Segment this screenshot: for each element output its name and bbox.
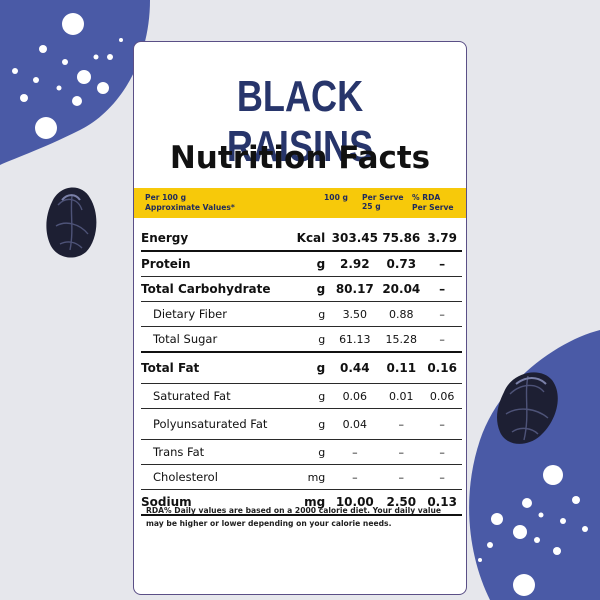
table-row: Protein g 2.92 0.73 – [141, 251, 462, 277]
value-per-serve: 2.50 [380, 489, 423, 516]
nutrient-name: Trans Fat [141, 439, 294, 465]
table-row: Sodium mg 10.00 2.50 0.13 [141, 489, 462, 516]
nutrient-name: Saturated Fat [141, 383, 294, 409]
value-rda: 0.13 [422, 489, 462, 516]
value-100g: 2.92 [329, 251, 381, 277]
nutrient-unit: g [293, 301, 330, 327]
nutrient-unit: Kcal [293, 226, 330, 252]
value-100g: 303.45 [329, 226, 381, 252]
value-per-serve: 0.11 [380, 352, 423, 384]
table-row: Total Sugar g 61.13 15.28 – [141, 326, 462, 353]
nutrient-name: Total Fat [141, 352, 294, 384]
table-header: Per 100 g Approximate Values* 100 g Per … [134, 188, 466, 218]
header-100g: 100 g [324, 193, 348, 202]
nutrient-name: Cholesterol [141, 464, 294, 490]
value-per-serve: 0.01 [380, 383, 423, 409]
nutrient-unit: g [293, 439, 330, 465]
value-rda: – [422, 408, 462, 440]
table-row: Trans Fat g – – – [141, 439, 462, 465]
nutrient-name: Energy [141, 226, 294, 252]
value-100g: 10.00 [329, 489, 381, 516]
header-serve-size: 25 g [362, 202, 381, 211]
value-rda: 0.16 [422, 352, 462, 384]
table-row: Cholesterol mg – – – [141, 464, 462, 490]
nutrient-name: Total Sugar [141, 326, 294, 353]
bubbles-top-left [12, 13, 123, 139]
value-rda: – [422, 276, 462, 302]
nutrient-unit: g [293, 251, 330, 277]
product-title: BLACK RAISINS [226, 72, 374, 171]
value-100g: 0.44 [329, 352, 381, 384]
nutrient-unit: mg [293, 464, 330, 490]
nutrient-name: Protein [141, 251, 294, 277]
nutrient-unit: g [293, 352, 330, 384]
value-per-serve: 0.73 [380, 251, 423, 277]
value-100g: 0.04 [329, 408, 381, 440]
value-per-serve: 15.28 [380, 326, 423, 353]
value-rda: – [422, 464, 462, 490]
table-row: Dietary Fiber g 3.50 0.88 – [141, 301, 462, 327]
table-row: Total Carbohydrate g 80.17 20.04 – [141, 276, 462, 302]
table-row: Polyunsaturated Fat g 0.04 – – [141, 408, 462, 440]
header-per-serve: Per Serve [362, 193, 404, 202]
nutrition-table: Energy Kcal 303.45 75.86 3.79 Protein g … [141, 226, 462, 516]
bottom-right-blob [469, 330, 600, 600]
table-row: Energy Kcal 303.45 75.86 3.79 [141, 226, 462, 252]
value-rda: – [422, 326, 462, 353]
header-per-100g: Per 100 g [145, 193, 187, 202]
value-per-serve: – [380, 464, 423, 490]
nutrient-unit: mg [293, 489, 330, 516]
value-per-serve: – [380, 439, 423, 465]
value-rda: – [422, 251, 462, 277]
value-100g: 80.17 [329, 276, 381, 302]
nutrient-unit: g [293, 276, 330, 302]
value-rda: – [422, 301, 462, 327]
value-100g: 61.13 [329, 326, 381, 353]
raisin-right-image [497, 372, 558, 444]
nutrient-name: Total Carbohydrate [141, 276, 294, 302]
value-100g: 3.50 [329, 301, 381, 327]
bubbles-bottom-right [478, 465, 588, 596]
value-100g: – [329, 464, 381, 490]
value-per-serve: 20.04 [380, 276, 423, 302]
value-rda: 3.79 [422, 226, 462, 252]
value-per-serve: 75.86 [380, 226, 423, 252]
header-rda-per-serve: Per Serve [412, 203, 454, 212]
value-per-serve: – [380, 408, 423, 440]
nutrient-unit: g [293, 326, 330, 353]
value-rda: – [422, 439, 462, 465]
header-approx-values: Approximate Values* [145, 203, 235, 212]
table-row: Saturated Fat g 0.06 0.01 0.06 [141, 383, 462, 409]
table-row: Total Fat g 0.44 0.11 0.16 [141, 352, 462, 384]
value-100g: – [329, 439, 381, 465]
nutrient-name: Polyunsaturated Fat [141, 408, 294, 440]
header-rda: % RDA [412, 193, 441, 202]
nutrient-unit: g [293, 383, 330, 409]
nutrient-name: Sodium [141, 489, 294, 516]
nutrient-unit: g [293, 408, 330, 440]
value-per-serve: 0.88 [380, 301, 423, 327]
raisin-left-image [46, 187, 97, 258]
value-rda: 0.06 [422, 383, 462, 409]
rda-footnote: RDA% Daily values are based on a 2000 ca… [146, 506, 442, 528]
value-100g: 0.06 [329, 383, 381, 409]
nutrition-facts-heading: Nutrition Facts [169, 140, 431, 176]
nutrient-name: Dietary Fiber [141, 301, 294, 327]
nutrition-card: BLACK RAISINS Nutrition Facts Per 100 g … [133, 41, 467, 595]
